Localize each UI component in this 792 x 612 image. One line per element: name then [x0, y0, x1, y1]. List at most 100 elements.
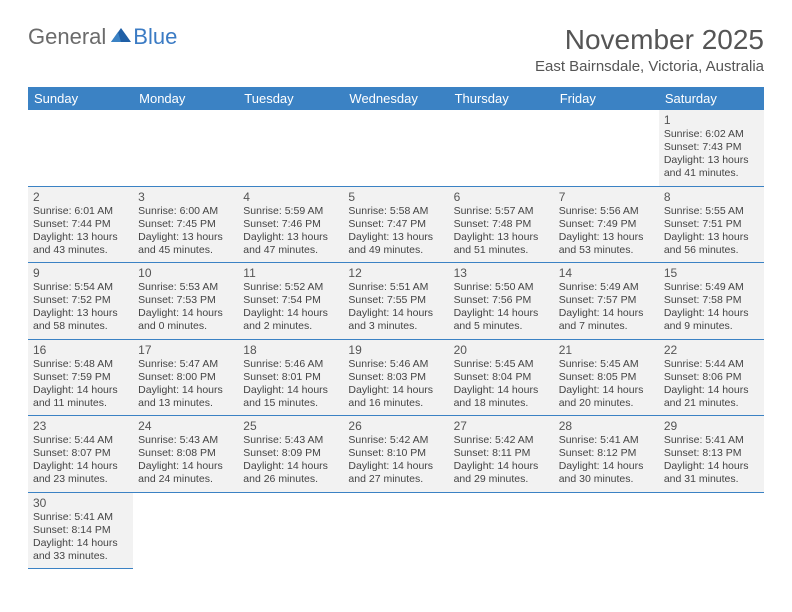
calendar-cell [554, 110, 659, 186]
calendar-cell: 11Sunrise: 5:52 AMSunset: 7:54 PMDayligh… [238, 263, 343, 340]
sunset-line: Sunset: 7:44 PM [33, 218, 128, 231]
logo-sail-icon [109, 24, 133, 50]
sunset-line: Sunset: 7:45 PM [138, 218, 233, 231]
sunset-line: Sunset: 8:08 PM [138, 447, 233, 460]
day-number: 30 [33, 496, 128, 510]
calendar-cell [238, 110, 343, 186]
daylight-line: Daylight: 13 hours and 47 minutes. [243, 231, 338, 257]
logo-text-general: General [28, 24, 106, 50]
daylight-line: Daylight: 13 hours and 49 minutes. [348, 231, 443, 257]
sunrise-line: Sunrise: 5:45 AM [559, 358, 654, 371]
day-number: 7 [559, 190, 654, 204]
calendar-cell: 7Sunrise: 5:56 AMSunset: 7:49 PMDaylight… [554, 186, 659, 263]
sunrise-line: Sunrise: 5:41 AM [559, 434, 654, 447]
calendar-cell: 8Sunrise: 5:55 AMSunset: 7:51 PMDaylight… [659, 186, 764, 263]
sunset-line: Sunset: 7:43 PM [664, 141, 759, 154]
day-number: 1 [664, 113, 759, 127]
sunrise-line: Sunrise: 5:56 AM [559, 205, 654, 218]
calendar-cell: 2Sunrise: 6:01 AMSunset: 7:44 PMDaylight… [28, 186, 133, 263]
calendar-cell [28, 110, 133, 186]
sunset-line: Sunset: 8:00 PM [138, 371, 233, 384]
sunrise-line: Sunrise: 5:48 AM [33, 358, 128, 371]
sunset-line: Sunset: 7:48 PM [454, 218, 549, 231]
day-number: 2 [33, 190, 128, 204]
calendar-cell: 19Sunrise: 5:46 AMSunset: 8:03 PMDayligh… [343, 339, 448, 416]
daylight-line: Daylight: 14 hours and 7 minutes. [559, 307, 654, 333]
sunset-line: Sunset: 8:05 PM [559, 371, 654, 384]
daylight-line: Daylight: 14 hours and 3 minutes. [348, 307, 443, 333]
calendar-cell [554, 492, 659, 569]
sunrise-line: Sunrise: 5:58 AM [348, 205, 443, 218]
sunset-line: Sunset: 8:01 PM [243, 371, 338, 384]
daylight-line: Daylight: 13 hours and 41 minutes. [664, 154, 759, 180]
sunrise-line: Sunrise: 5:46 AM [348, 358, 443, 371]
calendar-row: 16Sunrise: 5:48 AMSunset: 7:59 PMDayligh… [28, 339, 764, 416]
sunrise-line: Sunrise: 5:53 AM [138, 281, 233, 294]
day-number: 28 [559, 419, 654, 433]
calendar-row: 23Sunrise: 5:44 AMSunset: 8:07 PMDayligh… [28, 416, 764, 493]
day-number: 21 [559, 343, 654, 357]
calendar-cell: 12Sunrise: 5:51 AMSunset: 7:55 PMDayligh… [343, 263, 448, 340]
sunset-line: Sunset: 7:46 PM [243, 218, 338, 231]
page-title: November 2025 [535, 24, 764, 56]
daylight-line: Daylight: 14 hours and 23 minutes. [33, 460, 128, 486]
day-header: Saturday [659, 87, 764, 110]
calendar-cell [133, 492, 238, 569]
calendar-cell: 23Sunrise: 5:44 AMSunset: 8:07 PMDayligh… [28, 416, 133, 493]
calendar-cell: 15Sunrise: 5:49 AMSunset: 7:58 PMDayligh… [659, 263, 764, 340]
daylight-line: Daylight: 14 hours and 26 minutes. [243, 460, 338, 486]
daylight-line: Daylight: 14 hours and 20 minutes. [559, 384, 654, 410]
day-number: 18 [243, 343, 338, 357]
sunset-line: Sunset: 8:07 PM [33, 447, 128, 460]
day-number: 26 [348, 419, 443, 433]
header: General Blue November 2025 East Bairnsda… [28, 24, 764, 75]
day-number: 16 [33, 343, 128, 357]
calendar-cell: 29Sunrise: 5:41 AMSunset: 8:13 PMDayligh… [659, 416, 764, 493]
sunset-line: Sunset: 7:53 PM [138, 294, 233, 307]
daylight-line: Daylight: 13 hours and 53 minutes. [559, 231, 654, 257]
day-number: 23 [33, 419, 128, 433]
day-header: Tuesday [238, 87, 343, 110]
sunrise-line: Sunrise: 5:51 AM [348, 281, 443, 294]
calendar-cell: 24Sunrise: 5:43 AMSunset: 8:08 PMDayligh… [133, 416, 238, 493]
logo: General Blue [28, 24, 177, 50]
day-number: 10 [138, 266, 233, 280]
calendar-cell: 25Sunrise: 5:43 AMSunset: 8:09 PMDayligh… [238, 416, 343, 493]
day-number: 17 [138, 343, 233, 357]
sunset-line: Sunset: 7:49 PM [559, 218, 654, 231]
calendar-cell: 4Sunrise: 5:59 AMSunset: 7:46 PMDaylight… [238, 186, 343, 263]
sunrise-line: Sunrise: 5:52 AM [243, 281, 338, 294]
day-number: 27 [454, 419, 549, 433]
daylight-line: Daylight: 13 hours and 56 minutes. [664, 231, 759, 257]
daylight-line: Daylight: 14 hours and 33 minutes. [33, 537, 128, 563]
sunrise-line: Sunrise: 5:55 AM [664, 205, 759, 218]
day-number: 4 [243, 190, 338, 204]
calendar-cell: 10Sunrise: 5:53 AMSunset: 7:53 PMDayligh… [133, 263, 238, 340]
calendar-cell [449, 492, 554, 569]
calendar-cell: 16Sunrise: 5:48 AMSunset: 7:59 PMDayligh… [28, 339, 133, 416]
sunset-line: Sunset: 8:11 PM [454, 447, 549, 460]
calendar-cell: 30Sunrise: 5:41 AMSunset: 8:14 PMDayligh… [28, 492, 133, 569]
day-number: 22 [664, 343, 759, 357]
sunset-line: Sunset: 7:58 PM [664, 294, 759, 307]
day-header-row: Sunday Monday Tuesday Wednesday Thursday… [28, 87, 764, 110]
sunrise-line: Sunrise: 5:47 AM [138, 358, 233, 371]
sunset-line: Sunset: 7:54 PM [243, 294, 338, 307]
daylight-line: Daylight: 14 hours and 27 minutes. [348, 460, 443, 486]
day-number: 14 [559, 266, 654, 280]
logo-text-blue: Blue [133, 24, 177, 50]
daylight-line: Daylight: 14 hours and 0 minutes. [138, 307, 233, 333]
sunrise-line: Sunrise: 5:44 AM [33, 434, 128, 447]
sunrise-line: Sunrise: 5:50 AM [454, 281, 549, 294]
day-number: 8 [664, 190, 759, 204]
day-number: 11 [243, 266, 338, 280]
sunset-line: Sunset: 7:51 PM [664, 218, 759, 231]
calendar-cell [659, 492, 764, 569]
calendar-cell [449, 110, 554, 186]
calendar-cell: 14Sunrise: 5:49 AMSunset: 7:57 PMDayligh… [554, 263, 659, 340]
calendar-body: 1Sunrise: 6:02 AMSunset: 7:43 PMDaylight… [28, 110, 764, 569]
daylight-line: Daylight: 14 hours and 30 minutes. [559, 460, 654, 486]
sunset-line: Sunset: 8:13 PM [664, 447, 759, 460]
sunrise-line: Sunrise: 5:49 AM [559, 281, 654, 294]
daylight-line: Daylight: 13 hours and 51 minutes. [454, 231, 549, 257]
